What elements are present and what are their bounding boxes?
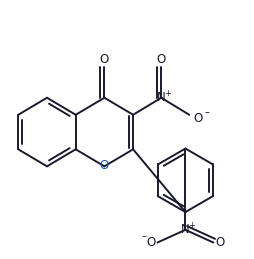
Text: O: O	[147, 236, 156, 249]
Text: +: +	[188, 221, 195, 230]
Text: N: N	[181, 223, 190, 236]
Text: +: +	[164, 89, 171, 98]
Text: N: N	[157, 91, 166, 104]
Text: –: –	[141, 231, 147, 241]
Text: O: O	[157, 53, 166, 66]
Text: O: O	[100, 53, 109, 66]
Text: O: O	[100, 159, 109, 171]
Text: O: O	[215, 236, 224, 249]
Text: –: –	[204, 107, 209, 117]
Text: O: O	[194, 112, 203, 125]
